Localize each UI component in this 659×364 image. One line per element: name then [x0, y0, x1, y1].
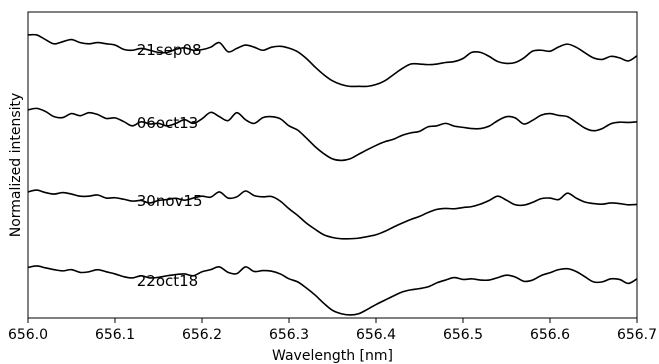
series-label-21sep08: 21sep08	[137, 41, 202, 59]
x-tick-label: 656.2	[182, 327, 222, 343]
plot-area-frame	[27, 11, 638, 319]
series-label-layer: 21sep08 06oct13 30nov15 22oct18	[137, 41, 203, 290]
x-tick-label: 656.3	[269, 327, 309, 343]
x-tick-label: 656.1	[95, 327, 135, 343]
x-tick-label: 656.5	[443, 327, 483, 343]
y-axis-title: Normalized intensity	[8, 93, 24, 238]
series-layer	[27, 33, 638, 316]
series-label-30nov15: 30nov15	[137, 192, 203, 210]
x-tick-label: 656.6	[530, 327, 570, 343]
series-line-22oct18	[27, 265, 638, 316]
series-line-30nov15	[27, 189, 638, 240]
series-label-22oct18: 22oct18	[137, 272, 198, 290]
series-line-06oct13	[27, 107, 638, 162]
series-line-21sep08	[27, 33, 638, 88]
series-label-06oct13: 06oct13	[137, 114, 198, 132]
x-axis-ticks: 656.0 656.1 656.2 656.3 656.4 656.5 656.6 656.7	[8, 318, 657, 343]
x-tick-label: 656.4	[356, 327, 396, 343]
x-axis-title: Wavelength [nm]	[272, 348, 393, 364]
x-tick-label: 656.0	[8, 327, 48, 343]
x-tick-label: 656.7	[617, 327, 657, 343]
